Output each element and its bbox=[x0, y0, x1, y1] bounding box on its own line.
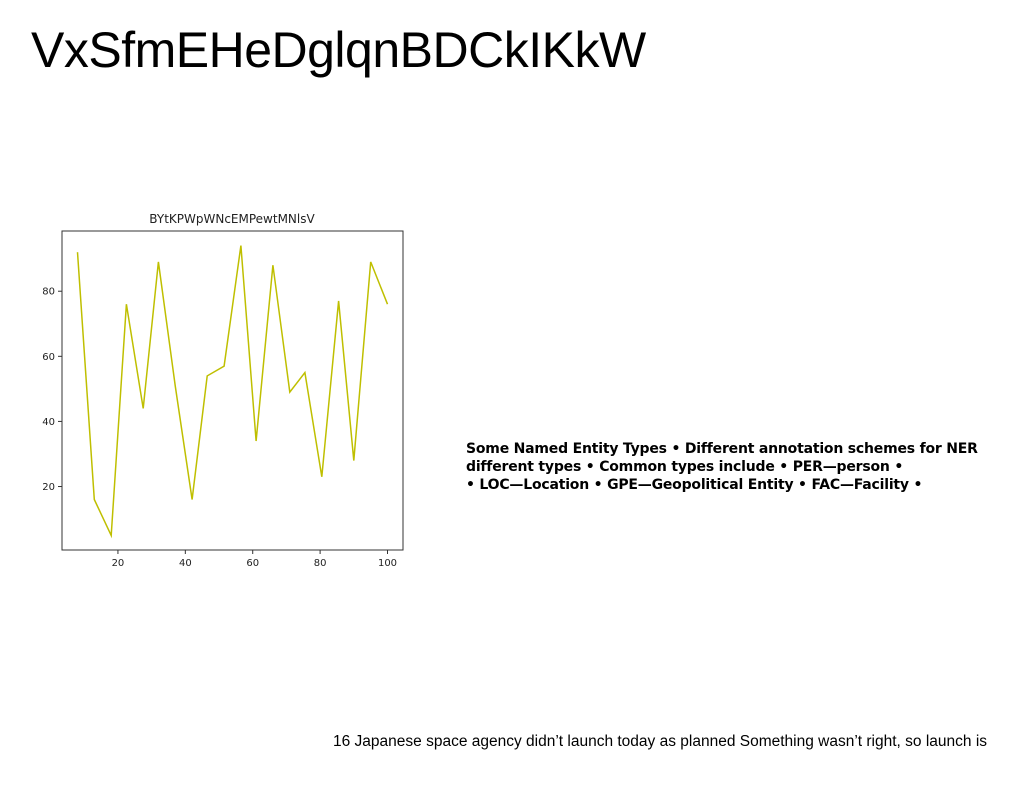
axis-ticks: 20 40 60 80 100 20 40 60 80 bbox=[42, 287, 397, 569]
y-tick-label: 60 bbox=[42, 352, 55, 363]
series-line bbox=[76, 245, 389, 539]
body-line: • LOC—Location • GPE—Geopolitical Entity… bbox=[466, 477, 923, 493]
slide-title: VxSfmEHeDglqnBDCkIKkW bbox=[31, 22, 646, 78]
body-line: Some Named Entity Types • Different anno… bbox=[466, 441, 978, 457]
x-tick-label: 20 bbox=[112, 558, 125, 569]
x-tick-label: 40 bbox=[179, 558, 192, 569]
plot-frame bbox=[61, 230, 404, 551]
chart-title: BYtKPWpWNcEMPewtMNlsV bbox=[149, 212, 315, 226]
y-tick-label: 20 bbox=[42, 482, 55, 493]
x-tick-label: 100 bbox=[378, 558, 397, 569]
footer-text: 16 Japanese space agency didn’t launch t… bbox=[333, 733, 988, 750]
y-tick-label: 40 bbox=[42, 417, 55, 428]
body-line: different types • Common types include •… bbox=[466, 459, 904, 475]
x-tick-label: 80 bbox=[314, 558, 327, 569]
y-tick-label: 80 bbox=[42, 287, 55, 298]
x-tick-label: 60 bbox=[246, 558, 259, 569]
body-text: Some Named Entity Types • Different anno… bbox=[466, 440, 1021, 494]
